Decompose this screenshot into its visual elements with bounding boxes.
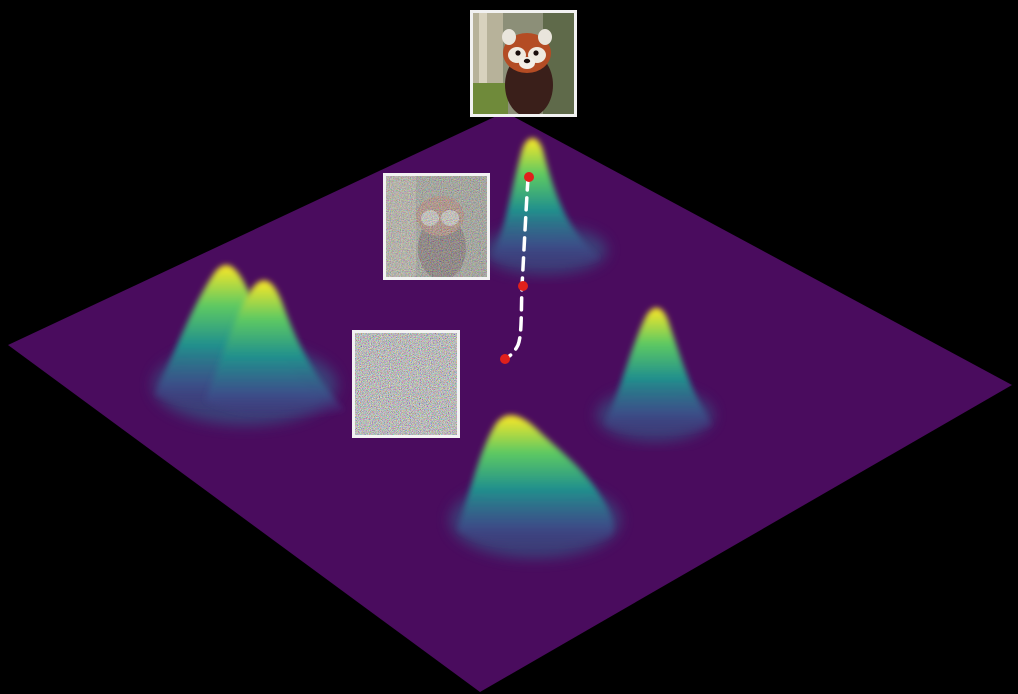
right-peak: [605, 307, 712, 437]
top-center-peak-group: [483, 138, 607, 274]
latent-plane: [8, 112, 1012, 692]
trajectory-point-end: [524, 172, 534, 182]
trajectory-point-start: [500, 354, 510, 364]
red-panda-partially-noised-image: [383, 173, 490, 280]
left-twin-peak-b: [205, 280, 345, 419]
trajectory-path: [503, 176, 530, 361]
bottom-center-peak-group: [450, 415, 620, 558]
left-twin-peaks: [153, 265, 345, 425]
denoising-trajectory: [500, 172, 534, 364]
pure-noise-image: [352, 330, 460, 438]
right-peak-group: [597, 307, 713, 441]
trajectory-point-middle: [518, 281, 528, 291]
red-panda-clean-image: [470, 10, 577, 117]
top-center-peak: [492, 138, 600, 269]
bottom-center-peak: [458, 415, 613, 550]
